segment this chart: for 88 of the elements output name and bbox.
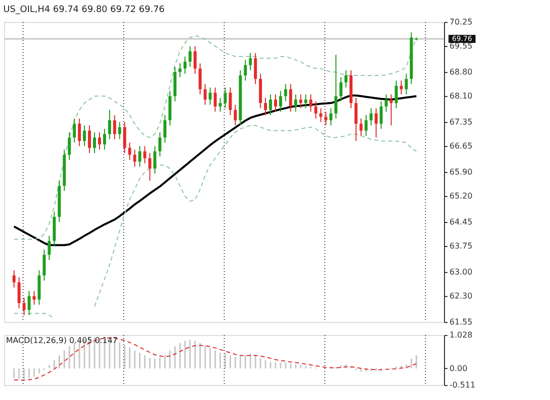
- candlestick: [218, 97, 222, 112]
- candlestick: [92, 132, 96, 154]
- candlestick: [194, 46, 197, 74]
- candlestick: [32, 290, 36, 306]
- candlestick: [153, 146, 156, 174]
- candlestick: [360, 118, 363, 136]
- candlestick: [364, 114, 368, 136]
- candlestick: [390, 94, 393, 126]
- candlestick: [78, 118, 81, 147]
- candlestick: [269, 94, 272, 116]
- candlestick: [299, 94, 302, 109]
- candlestick: [138, 146, 142, 168]
- candlestick: [148, 152, 152, 182]
- y-tick-label: 65.90: [450, 168, 472, 176]
- candlestick: [103, 128, 106, 150]
- candlestick: [254, 52, 257, 85]
- candlestick: [72, 118, 76, 144]
- candlestick: [184, 56, 187, 74]
- y-tick-label: 70.25: [450, 18, 472, 26]
- candlestick: [319, 108, 322, 122]
- chart-title: US_OIL,H4 69.74 69.80 69.72 69.76: [3, 5, 165, 15]
- y-tick-label: 69.55: [450, 42, 472, 51]
- candlestick: [224, 87, 227, 109]
- y-tick-label: 0.00: [450, 364, 468, 373]
- candlestick: [42, 249, 46, 282]
- candlestick: [113, 114, 116, 140]
- candlestick: [68, 132, 71, 160]
- candlestick: [294, 94, 298, 112]
- y-tick-label: -0.511: [450, 380, 476, 390]
- candlestick: [208, 87, 212, 106]
- candlestick: [204, 84, 207, 106]
- candlestick: [384, 94, 388, 112]
- candlestick: [314, 100, 318, 120]
- candlestick: [234, 104, 237, 126]
- y-tick-label: 61.55: [450, 318, 472, 326]
- candlestick: [244, 59, 247, 82]
- candlestick: [324, 111, 328, 126]
- candlestick: [370, 108, 373, 126]
- chart-title: MACD(12,26,9) 0.405 0.147: [6, 336, 118, 345]
- y-tick-label: 1.028: [450, 330, 472, 340]
- candlestick: [264, 97, 267, 116]
- candlestick: [304, 94, 308, 109]
- candlestick: [12, 270, 16, 288]
- candlestick: [163, 114, 166, 144]
- y-tick-label: 67.35: [450, 118, 472, 126]
- candlestick: [118, 122, 122, 140]
- candlestick: [274, 94, 278, 112]
- candlestick: [123, 122, 126, 154]
- candlestick: [143, 146, 146, 164]
- candlestick: [22, 297, 26, 316]
- candlestick: [284, 84, 288, 102]
- candlestick: [344, 70, 348, 88]
- candlestick: [374, 108, 378, 138]
- candlestick: [48, 235, 51, 260]
- y-tick-label: 63.00: [450, 268, 472, 276]
- candlestick: [18, 276, 21, 309]
- candlestick: [309, 94, 312, 112]
- candlestick: [394, 80, 398, 109]
- candlestick: [334, 54, 338, 120]
- y-tick-label: 65.20: [450, 192, 472, 201]
- candlestick: [329, 108, 332, 126]
- candlestick: [228, 87, 232, 116]
- y-tick-label: 63.75: [450, 242, 472, 251]
- candlestick: [279, 90, 282, 112]
- y-tick-label: 68.10: [450, 92, 472, 101]
- y-tick-label: 68.80: [450, 68, 472, 76]
- candlestick: [404, 73, 408, 95]
- candlestick: [339, 76, 342, 102]
- y-tick-label: 66.65: [450, 142, 472, 151]
- candlestick: [380, 100, 383, 130]
- candlestick: [98, 132, 102, 150]
- candlestick: [108, 109, 112, 140]
- candlestick: [128, 142, 132, 160]
- y-tick-label: 64.45: [450, 218, 472, 226]
- candlestick: [158, 132, 162, 157]
- candlestick: [88, 124, 91, 154]
- candlestick: [289, 84, 292, 112]
- candlestick: [198, 62, 202, 95]
- candlestick: [214, 87, 217, 112]
- candlestick: [133, 149, 136, 168]
- candlestick: [82, 124, 86, 147]
- candlestick: [248, 52, 252, 71]
- candlestick: [188, 46, 192, 68]
- candlestick: [178, 62, 182, 78]
- candlestick: [28, 290, 31, 316]
- y-tick-label: 62.30: [450, 292, 472, 301]
- line-series: [14, 35, 417, 240]
- candlestick: [354, 97, 358, 142]
